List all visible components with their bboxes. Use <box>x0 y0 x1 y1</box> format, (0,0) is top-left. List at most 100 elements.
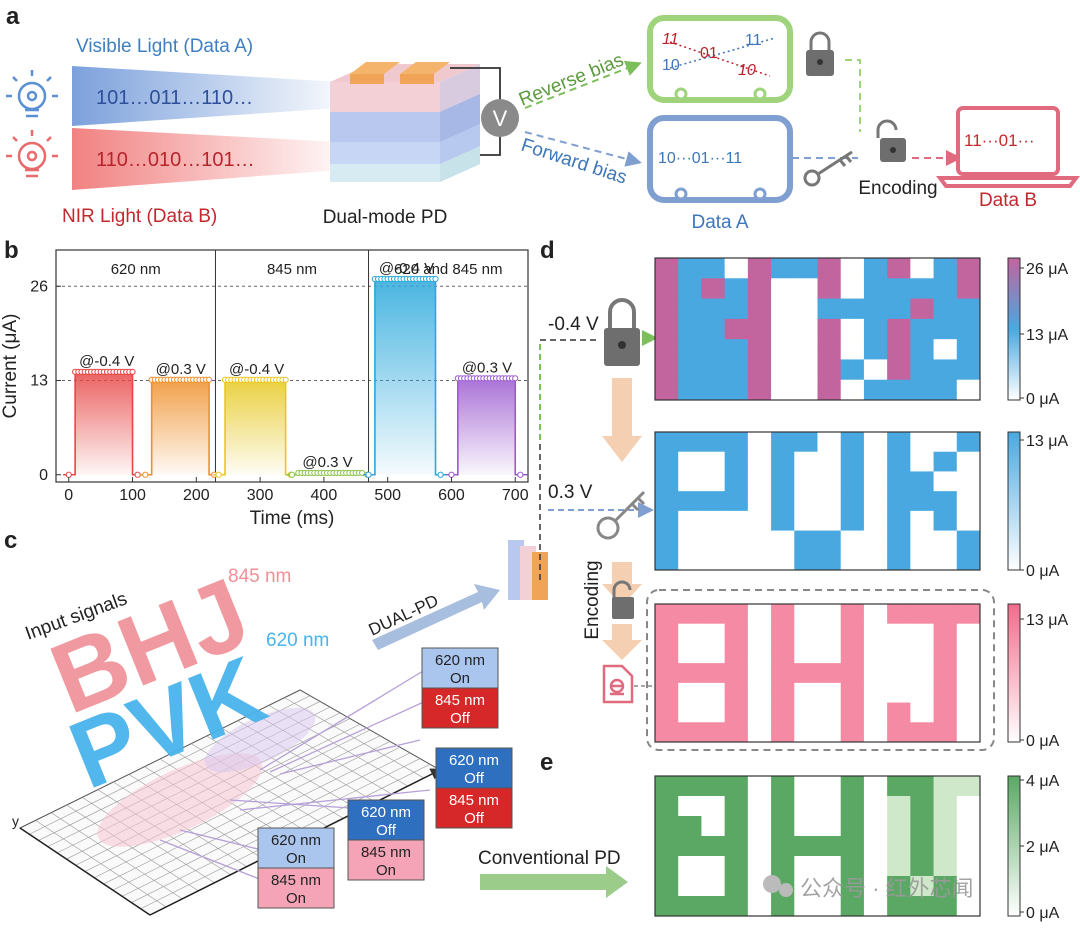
heatmap-cell <box>794 258 818 279</box>
heatmap-cell <box>701 432 726 453</box>
pulse-point <box>282 376 289 383</box>
heatmap-cell <box>655 278 679 299</box>
heatmap-cell <box>887 836 911 857</box>
heatmap-cell <box>910 643 934 664</box>
heatmap-cell <box>817 359 842 381</box>
heatmap-cell <box>701 318 726 340</box>
heatmap-cell <box>933 451 958 472</box>
heatmap-cell <box>933 663 958 684</box>
heatmap-cell <box>701 550 726 571</box>
scrambled-bit-1: 11 <box>662 31 679 48</box>
heatmap-cell <box>771 359 795 381</box>
down-arrow-3 <box>602 624 642 660</box>
heatmap-cell <box>933 510 958 531</box>
heatmap-cell <box>701 298 726 320</box>
heatmap-cell <box>747 258 772 279</box>
heatmap-cell <box>840 643 865 664</box>
heatmap-cell <box>771 318 795 340</box>
heatmap-cell <box>817 876 842 897</box>
heatmap-cell <box>933 530 958 551</box>
heatmap-cell <box>724 258 749 279</box>
heatmap-cell <box>724 836 749 857</box>
heatmap-cell <box>655 796 679 817</box>
heatmap-cell <box>840 318 865 340</box>
heatmap-cell <box>771 451 795 472</box>
heatmap-cell <box>771 643 795 664</box>
heatmap-cell <box>956 432 981 453</box>
heatmap-cell <box>887 339 911 360</box>
heatmap-cell <box>863 643 888 664</box>
heatmap-cell <box>747 682 772 703</box>
heatmap-cell <box>956 451 981 472</box>
heatmap-cell <box>655 702 679 723</box>
heatmap-cell <box>747 796 772 817</box>
heatmap-cell <box>910 682 934 703</box>
heatmap-cell <box>933 776 958 797</box>
heatmap-cell <box>887 623 911 644</box>
heatmap-cell <box>817 258 842 279</box>
heatmap-cell <box>910 339 934 360</box>
heatmap-cell <box>701 258 726 279</box>
scrambled-bit-2: 01 <box>700 45 718 62</box>
heatmap-cell <box>863 702 888 723</box>
heatmap-cell <box>724 318 749 340</box>
heatmap-cell <box>747 722 772 743</box>
heatmap-cell <box>863 836 888 857</box>
heatmap-cell <box>817 318 842 340</box>
heatmap-cell <box>887 776 911 797</box>
heatmap-cell <box>724 722 749 743</box>
heatmap-cell <box>840 258 865 279</box>
heatmap-cell <box>794 682 818 703</box>
heatmap-cell <box>887 298 911 320</box>
heatmap-cell <box>678 643 702 664</box>
heatmap-cell <box>863 339 888 360</box>
heatmap-cell <box>840 278 865 299</box>
heatmap-cell <box>817 776 842 797</box>
heatmap-cell <box>956 722 981 743</box>
pulse-point <box>288 471 296 478</box>
nir-bits: 110…010…101… <box>96 149 255 171</box>
heatmap-cell <box>794 510 818 531</box>
heatmap-cell <box>956 836 981 857</box>
heatmap-cell <box>747 298 772 320</box>
heatmap-cell <box>724 359 749 381</box>
heatmap-cell <box>863 379 888 401</box>
heatmap-cell <box>933 796 958 817</box>
heatmap-cell <box>933 471 958 492</box>
data-a-label: Data A <box>691 212 748 233</box>
heatmap-cell <box>655 339 679 360</box>
heatmap-cell <box>724 776 749 797</box>
heatmap-cell <box>840 816 865 837</box>
heatmap-cell <box>817 550 842 571</box>
x-tick-label-6: 600 <box>438 487 465 504</box>
heatmap-cell <box>840 451 865 472</box>
heatmap-cell <box>840 339 865 360</box>
heatmap-cell <box>910 896 934 917</box>
heatmap-cell <box>887 318 911 340</box>
heatmap-cell <box>887 604 911 625</box>
heatmap-cell <box>701 451 726 472</box>
heatmap-cell <box>747 278 772 299</box>
heatmap-cell <box>933 702 958 723</box>
heatmap-cell <box>933 682 958 703</box>
heatmap-cell <box>701 510 726 531</box>
pulse-point <box>437 471 444 478</box>
dual-pd-arrow <box>372 584 500 650</box>
heatmap-cell <box>724 491 749 512</box>
heatmap-cell <box>817 663 842 684</box>
heatmap-cell <box>747 432 772 453</box>
heatmap-cell <box>655 896 679 917</box>
lock-closed-icon <box>806 31 834 76</box>
device-label: Dual-mode PD <box>323 207 448 228</box>
voltmeter-icon <box>481 99 519 137</box>
chart-b-xlabel: Time (ms) <box>250 508 335 529</box>
heatmap-cell <box>771 432 795 453</box>
heatmap-cell <box>910 623 934 644</box>
pulse-1: @0.3 V <box>139 361 222 478</box>
y-tick-label-2: 26 <box>30 278 48 295</box>
heatmap-cell <box>701 604 726 625</box>
heatmap-cell <box>887 451 911 472</box>
heatmap-cell <box>933 604 958 625</box>
heatmap-cell <box>910 471 934 492</box>
